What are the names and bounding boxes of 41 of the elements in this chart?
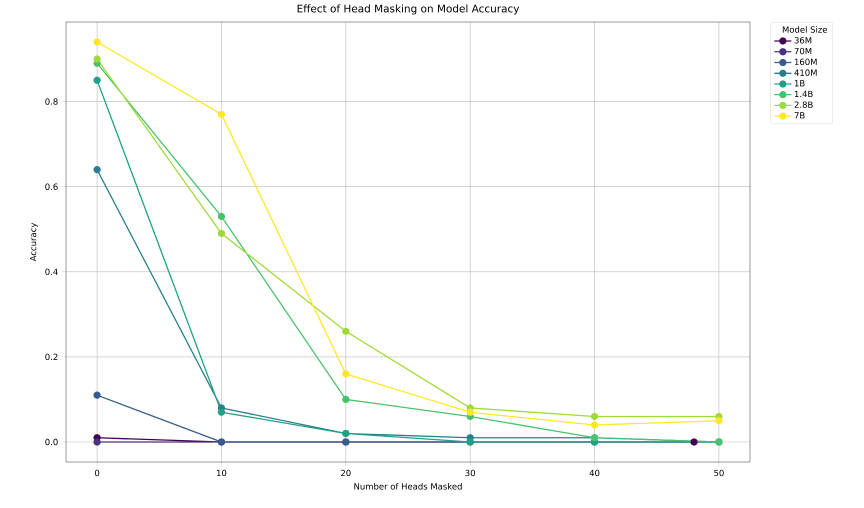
y-tick-label: 0.6 [45, 183, 58, 190]
x-tick-label: 20 [341, 470, 351, 476]
point [218, 408, 226, 416]
legend-label: 7B [794, 112, 805, 118]
point [342, 328, 350, 335]
point [93, 392, 101, 399]
x-tick-label: 10 [217, 470, 226, 476]
y-tick-label: 0.0 [45, 438, 58, 446]
point [690, 438, 698, 446]
point [590, 412, 598, 420]
point [93, 438, 101, 446]
point [342, 370, 350, 378]
y-tick-label: 0.2 [45, 354, 58, 360]
legend-label: 70M [794, 48, 812, 54]
y-axis-title: Accuracy [30, 222, 38, 262]
point [466, 408, 474, 416]
x-tick-label: 30 [465, 470, 476, 476]
point [715, 417, 723, 424]
legend-label: 2.8B [794, 101, 813, 108]
legend-title: Model Size [782, 26, 828, 33]
point [218, 110, 226, 118]
point [590, 421, 598, 429]
point [218, 212, 226, 220]
point [218, 230, 226, 238]
y-tick-label: 0.4 [45, 268, 58, 275]
point [342, 396, 350, 404]
chart-title: Effect of Head Masking on Model Accuracy [298, 4, 520, 14]
legend-label: 160M [794, 58, 817, 66]
x-tick-label: 50 [714, 470, 724, 476]
y-tick-label: 0.8 [45, 98, 58, 105]
point [93, 76, 101, 84]
point [93, 166, 101, 174]
legend-label: 1B [794, 80, 805, 86]
x-axis-title: Number of Heads Masked [354, 483, 462, 490]
legend-label: 1.4B [794, 90, 813, 98]
point [93, 55, 101, 63]
point [93, 38, 101, 46]
x-tick-label: 0 [94, 470, 100, 476]
x-tick-label: 40 [590, 470, 600, 476]
legend-label: 410M [794, 69, 817, 76]
legend-label: 36M [794, 37, 812, 44]
